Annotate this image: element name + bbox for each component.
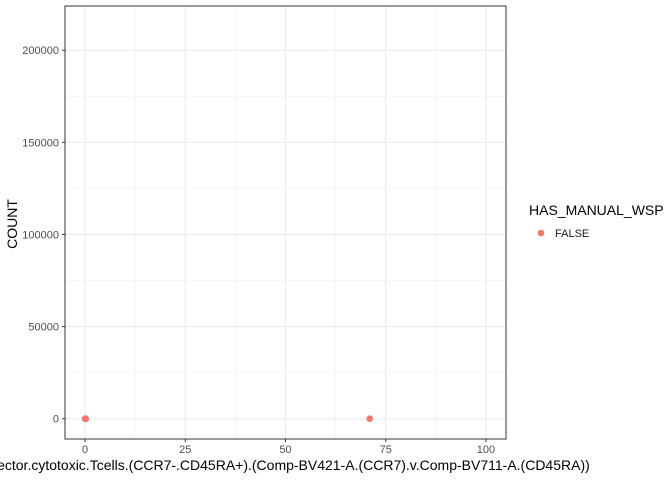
data-point xyxy=(366,415,373,422)
legend: HAS_MANUAL_WSP FALSE xyxy=(529,202,664,240)
x-axis-title: Effector.cytotoxic.Tcells.(CCR7-.CD45RA+… xyxy=(0,457,590,473)
y-tick-label: 100000 xyxy=(22,229,59,241)
x-tick-label: 0 xyxy=(82,444,88,456)
y-axis-ticks: 0 50000 100000 150000 200000 xyxy=(22,45,65,426)
data-point xyxy=(83,415,90,422)
x-tick-label: 75 xyxy=(380,444,392,456)
x-tick-label: 25 xyxy=(179,444,191,456)
y-tick-label: 150000 xyxy=(22,137,59,149)
y-tick-label: 50000 xyxy=(28,322,59,334)
legend-key-false xyxy=(538,230,545,237)
y-tick-label: 0 xyxy=(53,414,59,426)
legend-title: HAS_MANUAL_WSP xyxy=(529,202,664,218)
y-tick-label: 200000 xyxy=(22,45,59,57)
x-axis-ticks: 0 25 50 75 100 xyxy=(82,439,495,456)
y-axis-title: COUNT xyxy=(4,199,20,249)
x-tick-label: 100 xyxy=(477,444,495,456)
legend-label-false: FALSE xyxy=(555,228,589,240)
x-tick-label: 50 xyxy=(279,444,291,456)
